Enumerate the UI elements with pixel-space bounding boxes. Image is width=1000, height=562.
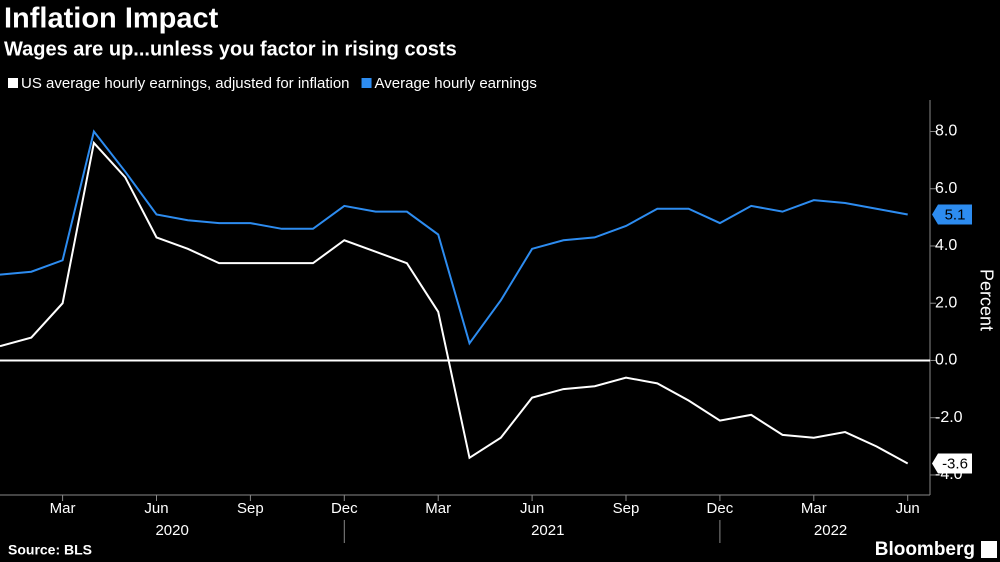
y-tick-label: 8.0 <box>935 123 957 140</box>
y-tick-label: 4.0 <box>935 237 957 254</box>
y-axis-label: Percent <box>976 269 996 331</box>
x-tick-label: Jun <box>520 500 544 517</box>
x-year-label: 2022 <box>814 522 847 539</box>
brand: Bloomberg <box>875 539 975 560</box>
y-tick-label: -2.0 <box>935 409 963 426</box>
x-tick-label: Mar <box>50 500 76 517</box>
last-value-label: 5.1 <box>945 206 966 223</box>
last-value-label: -3.6 <box>942 455 968 472</box>
x-tick-label: Dec <box>331 500 358 517</box>
y-tick-label: 0.0 <box>935 352 957 369</box>
chart-subtitle: Wages are up...unless you factor in risi… <box>4 38 457 60</box>
line-series <box>0 140 909 465</box>
chart-title: Inflation Impact <box>4 3 219 35</box>
legend-label: US average hourly earnings, adjusted for… <box>21 75 350 92</box>
legend-swatch <box>8 78 18 88</box>
x-tick-label: Sep <box>613 500 640 517</box>
legend-swatch <box>361 78 372 88</box>
x-year-label: 2020 <box>155 522 188 539</box>
x-tick-label: Dec <box>707 500 734 517</box>
legend-label: Average hourly earnings <box>375 75 537 92</box>
x-tick-label: Mar <box>425 500 451 517</box>
x-tick-label: Mar <box>801 500 827 517</box>
x-tick-label: Sep <box>237 500 264 517</box>
x-tick-label: Jun <box>896 500 920 517</box>
y-tick-label: 6.0 <box>935 180 957 197</box>
last-value-box <box>932 453 972 474</box>
last-value-box <box>932 204 972 225</box>
x-year-label: 2021 <box>531 522 564 539</box>
x-tick-label: Jun <box>144 500 168 517</box>
line-series <box>0 129 908 346</box>
brand-icon <box>981 541 997 558</box>
source: Source: BLS <box>8 542 92 558</box>
y-tick-label: 2.0 <box>935 294 957 311</box>
